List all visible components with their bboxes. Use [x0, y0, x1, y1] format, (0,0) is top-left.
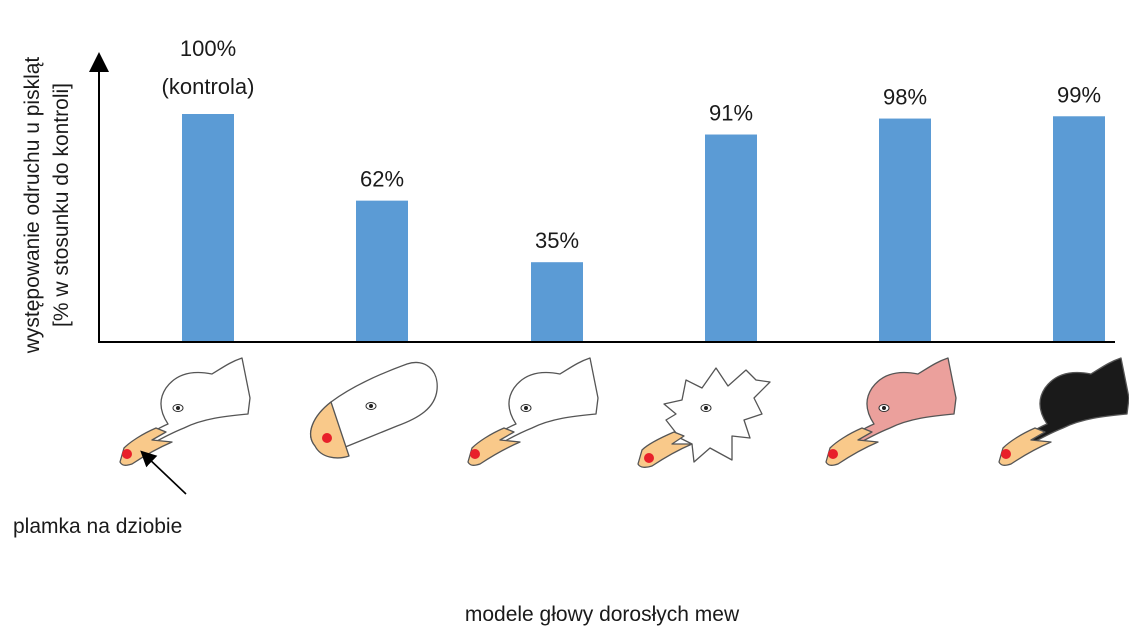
model-beak-5 [825, 427, 879, 466]
head-model-4 [637, 367, 771, 468]
annotation-arrow [140, 450, 187, 495]
model-head-3 [473, 357, 599, 451]
head-model-1 [119, 357, 251, 466]
bar-3 [531, 262, 583, 342]
model-pupil-1 [176, 406, 180, 410]
model-beak-3 [467, 427, 521, 466]
bar-5 [879, 118, 931, 342]
head-model-6 [998, 357, 1129, 466]
model-beak-6 [998, 427, 1052, 466]
data-label-3: 35% [535, 228, 579, 253]
control-label: (kontrola) [162, 74, 255, 99]
model-head-4 [663, 367, 771, 463]
head-model-3 [467, 357, 599, 466]
model-pupil-2 [369, 404, 373, 408]
model-pupil-4 [704, 406, 708, 410]
data-label-5: 98% [883, 85, 927, 110]
model-head-1 [125, 357, 251, 451]
data-labels-layer: 100% (kontrola) 62% 35% 91% 98% 99% [162, 36, 1101, 253]
head-model-5 [825, 357, 957, 466]
annotation-text: plamka na dziobie [13, 515, 182, 538]
y-axis-title-line1: występowanie odruchu u piskląt [21, 57, 44, 355]
bar-4 [705, 134, 757, 342]
y-axis-title-line2: [% w stosunku do kontroli] [50, 83, 73, 327]
head-model-2 [310, 361, 438, 459]
model-pupil-5 [882, 406, 886, 410]
bars-layer [182, 114, 1105, 342]
data-label-1: 100% [180, 36, 236, 61]
head-models-layer [119, 357, 1129, 468]
data-label-2: 62% [360, 167, 404, 192]
model-head-6 [1004, 357, 1129, 451]
beak-spot-5 [828, 449, 838, 459]
model-beak-1 [119, 427, 173, 466]
beak-spot-4 [644, 453, 654, 463]
model-head-5 [831, 357, 957, 451]
beak-spot-3 [470, 449, 480, 459]
data-label-6: 99% [1057, 82, 1101, 107]
x-axis-title: modele głowy dorosłych mew [465, 603, 740, 626]
model-pupil-3 [524, 406, 528, 410]
bar-1 [182, 114, 234, 342]
beak-spot-2 [322, 433, 332, 443]
data-label-4: 91% [709, 101, 753, 126]
model-beak-2 [310, 401, 350, 459]
bar-6 [1053, 116, 1105, 342]
beak-spot-1 [122, 449, 132, 459]
bar-2 [356, 200, 408, 342]
beak-spot-6 [1001, 449, 1011, 459]
